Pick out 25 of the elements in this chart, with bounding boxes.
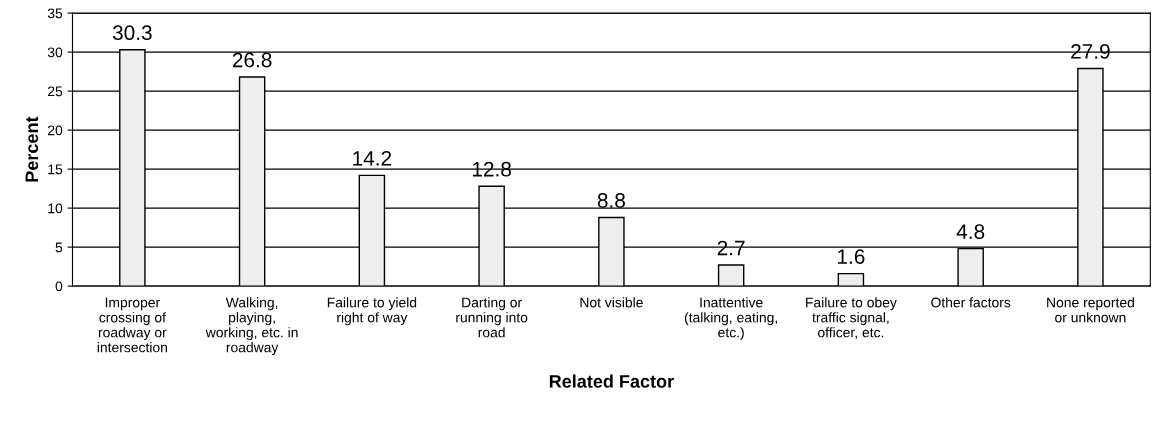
y-tick-label: 5 <box>55 242 63 253</box>
y-tick-label: 20 <box>48 125 63 136</box>
data-label: 4.8 <box>956 224 985 239</box>
x-axis-title: Related Factor <box>549 374 674 388</box>
data-label: 26.8 <box>232 52 272 68</box>
y-tick-label: 15 <box>48 164 63 175</box>
y-tick-label: 30 <box>47 47 63 58</box>
y-tick-label: 35 <box>47 8 63 19</box>
x-tick-label: Darting or running into road <box>456 297 528 338</box>
data-label: 1.6 <box>838 249 865 264</box>
x-tick-label: None reported or unknown <box>1047 297 1134 323</box>
x-tick-label: Failure to yield right of way <box>327 297 417 326</box>
data-label: 14.2 <box>353 150 392 166</box>
y-tick-label: 10 <box>48 203 63 214</box>
x-tick-label: Not visible <box>580 297 643 308</box>
data-label: 30.3 <box>112 25 152 41</box>
x-tick-label: Failure to obey traffic signal, officer, etc. <box>806 297 897 339</box>
y-tick-label: 25 <box>48 86 63 97</box>
data-label: 8.8 <box>597 193 625 208</box>
x-tick-label: Other factors <box>931 297 1011 308</box>
x-tick-label: Inattentive (talking, eating, etc.) <box>684 297 777 341</box>
x-tick-label: Walking, playing, working, etc. in roadway <box>205 297 298 356</box>
x-tick-label: Improper crossing of roadway or intersection <box>97 297 167 353</box>
y-tick-label: 0 <box>55 281 63 292</box>
y-axis-title: Percent <box>25 116 39 182</box>
